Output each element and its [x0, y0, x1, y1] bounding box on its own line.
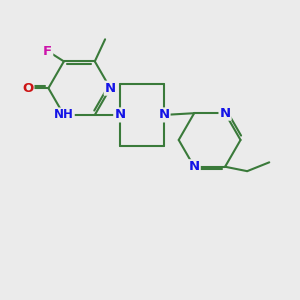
Text: N: N [114, 108, 125, 122]
Text: O: O [22, 82, 33, 95]
Text: N: N [220, 107, 231, 120]
Text: NH: NH [54, 108, 74, 122]
Text: F: F [43, 45, 52, 58]
Text: N: N [189, 160, 200, 173]
Text: N: N [158, 108, 169, 122]
Text: N: N [105, 82, 116, 95]
